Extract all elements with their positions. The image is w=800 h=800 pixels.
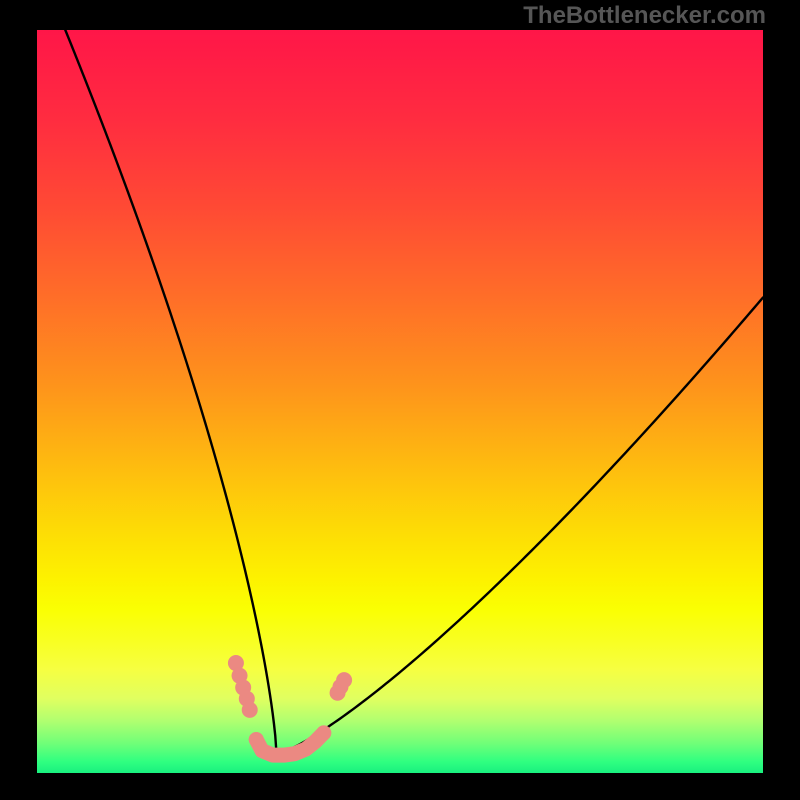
outer-frame: TheBottlenecker.com — [0, 0, 800, 800]
marker-dot — [336, 672, 352, 688]
marker-cap — [249, 732, 264, 747]
gradient-background — [37, 30, 763, 773]
plot-area — [37, 30, 763, 773]
marker-cap — [316, 725, 331, 740]
marker-dot — [242, 702, 258, 718]
watermark-text: TheBottlenecker.com — [523, 2, 766, 30]
chart-svg — [37, 30, 763, 773]
